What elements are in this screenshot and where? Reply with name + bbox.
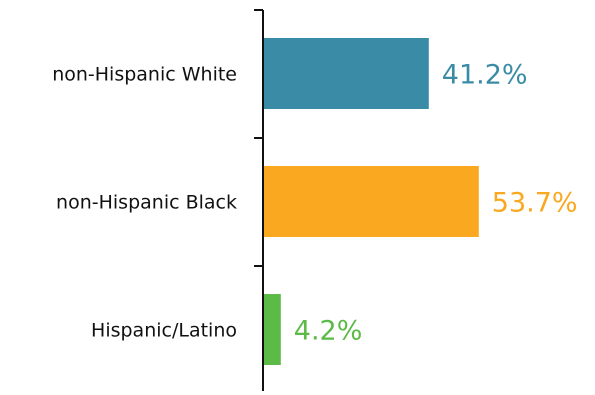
- bar-hispanic-latino: [264, 294, 281, 365]
- category-label: Hispanic/Latino: [91, 320, 237, 342]
- category-label: non-Hispanic White: [52, 64, 237, 86]
- labels-layer: non-Hispanic White 41.2% non-Hispanic Blac…: [52, 60, 577, 347]
- value-label: 41.2%: [442, 60, 528, 91]
- value-label: 4.2%: [294, 316, 363, 347]
- axis-layer: [254, 9, 264, 391]
- bar-non-hispanic-black: [264, 166, 479, 237]
- category-label: non-Hispanic Black: [56, 192, 237, 214]
- bars-layer: [264, 38, 479, 365]
- bar-non-hispanic-white: [264, 38, 429, 109]
- value-label: 53.7%: [492, 188, 578, 219]
